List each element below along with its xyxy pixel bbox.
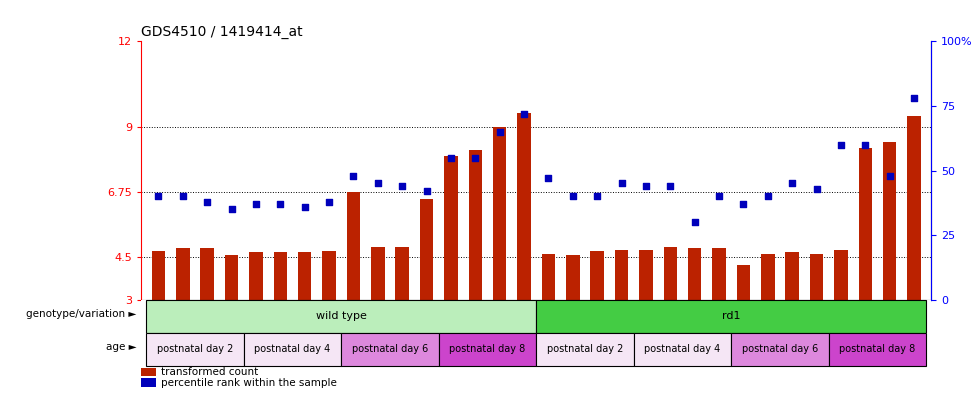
Point bbox=[566, 193, 581, 200]
Point bbox=[150, 193, 166, 200]
Bar bbox=[566, 255, 579, 300]
Bar bbox=[225, 255, 238, 300]
Point bbox=[712, 193, 727, 200]
Text: postnatal day 6: postnatal day 6 bbox=[742, 344, 818, 354]
Bar bbox=[731, 332, 829, 365]
Bar bbox=[829, 332, 926, 365]
Bar bbox=[664, 247, 677, 300]
Bar bbox=[536, 300, 926, 332]
Text: rd1: rd1 bbox=[722, 311, 740, 321]
Point bbox=[833, 141, 848, 148]
Text: postnatal day 4: postnatal day 4 bbox=[254, 344, 331, 354]
Point bbox=[394, 183, 410, 189]
Bar bbox=[469, 151, 482, 300]
Point bbox=[760, 193, 776, 200]
Bar bbox=[323, 251, 335, 300]
Point bbox=[686, 219, 702, 225]
Bar bbox=[615, 250, 628, 300]
Text: postnatal day 8: postnatal day 8 bbox=[839, 344, 916, 354]
Point bbox=[614, 180, 630, 187]
Bar bbox=[298, 252, 311, 300]
Bar bbox=[688, 248, 701, 300]
Bar bbox=[493, 127, 506, 300]
Point bbox=[322, 198, 337, 205]
Bar bbox=[761, 254, 774, 300]
Point bbox=[468, 154, 484, 161]
Point bbox=[735, 201, 751, 207]
Bar bbox=[347, 192, 360, 300]
Point bbox=[248, 201, 263, 207]
Bar bbox=[810, 254, 823, 300]
Bar bbox=[859, 147, 872, 300]
Point bbox=[272, 201, 289, 207]
Bar bbox=[591, 251, 604, 300]
Bar bbox=[883, 142, 896, 300]
Point bbox=[784, 180, 800, 187]
Bar bbox=[737, 265, 750, 300]
Text: GDS4510 / 1419414_at: GDS4510 / 1419414_at bbox=[141, 25, 303, 39]
Bar bbox=[244, 332, 341, 365]
Text: genotype/variation ►: genotype/variation ► bbox=[26, 309, 136, 319]
Point bbox=[638, 183, 653, 189]
Bar bbox=[445, 156, 457, 300]
Bar bbox=[640, 250, 652, 300]
Point bbox=[858, 141, 874, 148]
Bar bbox=[250, 252, 262, 300]
Bar bbox=[274, 252, 287, 300]
Point bbox=[443, 154, 459, 161]
Bar bbox=[786, 252, 799, 300]
Point bbox=[517, 110, 532, 117]
Bar bbox=[371, 247, 384, 300]
Point bbox=[907, 95, 922, 101]
Text: postnatal day 2: postnatal day 2 bbox=[157, 344, 233, 354]
Text: postnatal day 6: postnatal day 6 bbox=[352, 344, 428, 354]
Point bbox=[589, 193, 604, 200]
Bar bbox=[176, 248, 189, 300]
Point bbox=[663, 183, 679, 189]
Bar bbox=[518, 113, 530, 300]
Bar bbox=[542, 254, 555, 300]
Text: postnatal day 8: postnatal day 8 bbox=[449, 344, 526, 354]
Point bbox=[345, 173, 361, 179]
Point bbox=[176, 193, 191, 200]
Bar bbox=[146, 300, 536, 332]
Bar bbox=[146, 332, 244, 365]
Point bbox=[881, 173, 897, 179]
Bar bbox=[835, 250, 847, 300]
Point bbox=[540, 175, 556, 182]
Text: percentile rank within the sample: percentile rank within the sample bbox=[161, 378, 337, 388]
Point bbox=[809, 185, 825, 192]
Text: postnatal day 4: postnatal day 4 bbox=[644, 344, 721, 354]
Point bbox=[199, 198, 214, 205]
Bar bbox=[152, 251, 165, 300]
Text: postnatal day 2: postnatal day 2 bbox=[547, 344, 623, 354]
Point bbox=[223, 206, 240, 213]
Text: transformed count: transformed count bbox=[161, 367, 258, 377]
Bar bbox=[141, 368, 156, 376]
Point bbox=[296, 204, 312, 210]
Bar bbox=[420, 199, 433, 300]
Text: wild type: wild type bbox=[316, 311, 367, 321]
Bar bbox=[439, 332, 536, 365]
Bar bbox=[396, 247, 409, 300]
Bar bbox=[713, 248, 725, 300]
Point bbox=[491, 129, 507, 135]
Bar bbox=[634, 332, 731, 365]
Bar bbox=[141, 378, 156, 387]
Bar bbox=[341, 332, 439, 365]
Text: age ►: age ► bbox=[106, 342, 137, 352]
Point bbox=[419, 188, 435, 195]
Bar bbox=[908, 116, 920, 300]
Bar bbox=[201, 248, 214, 300]
Bar bbox=[536, 332, 634, 365]
Point bbox=[370, 180, 386, 187]
